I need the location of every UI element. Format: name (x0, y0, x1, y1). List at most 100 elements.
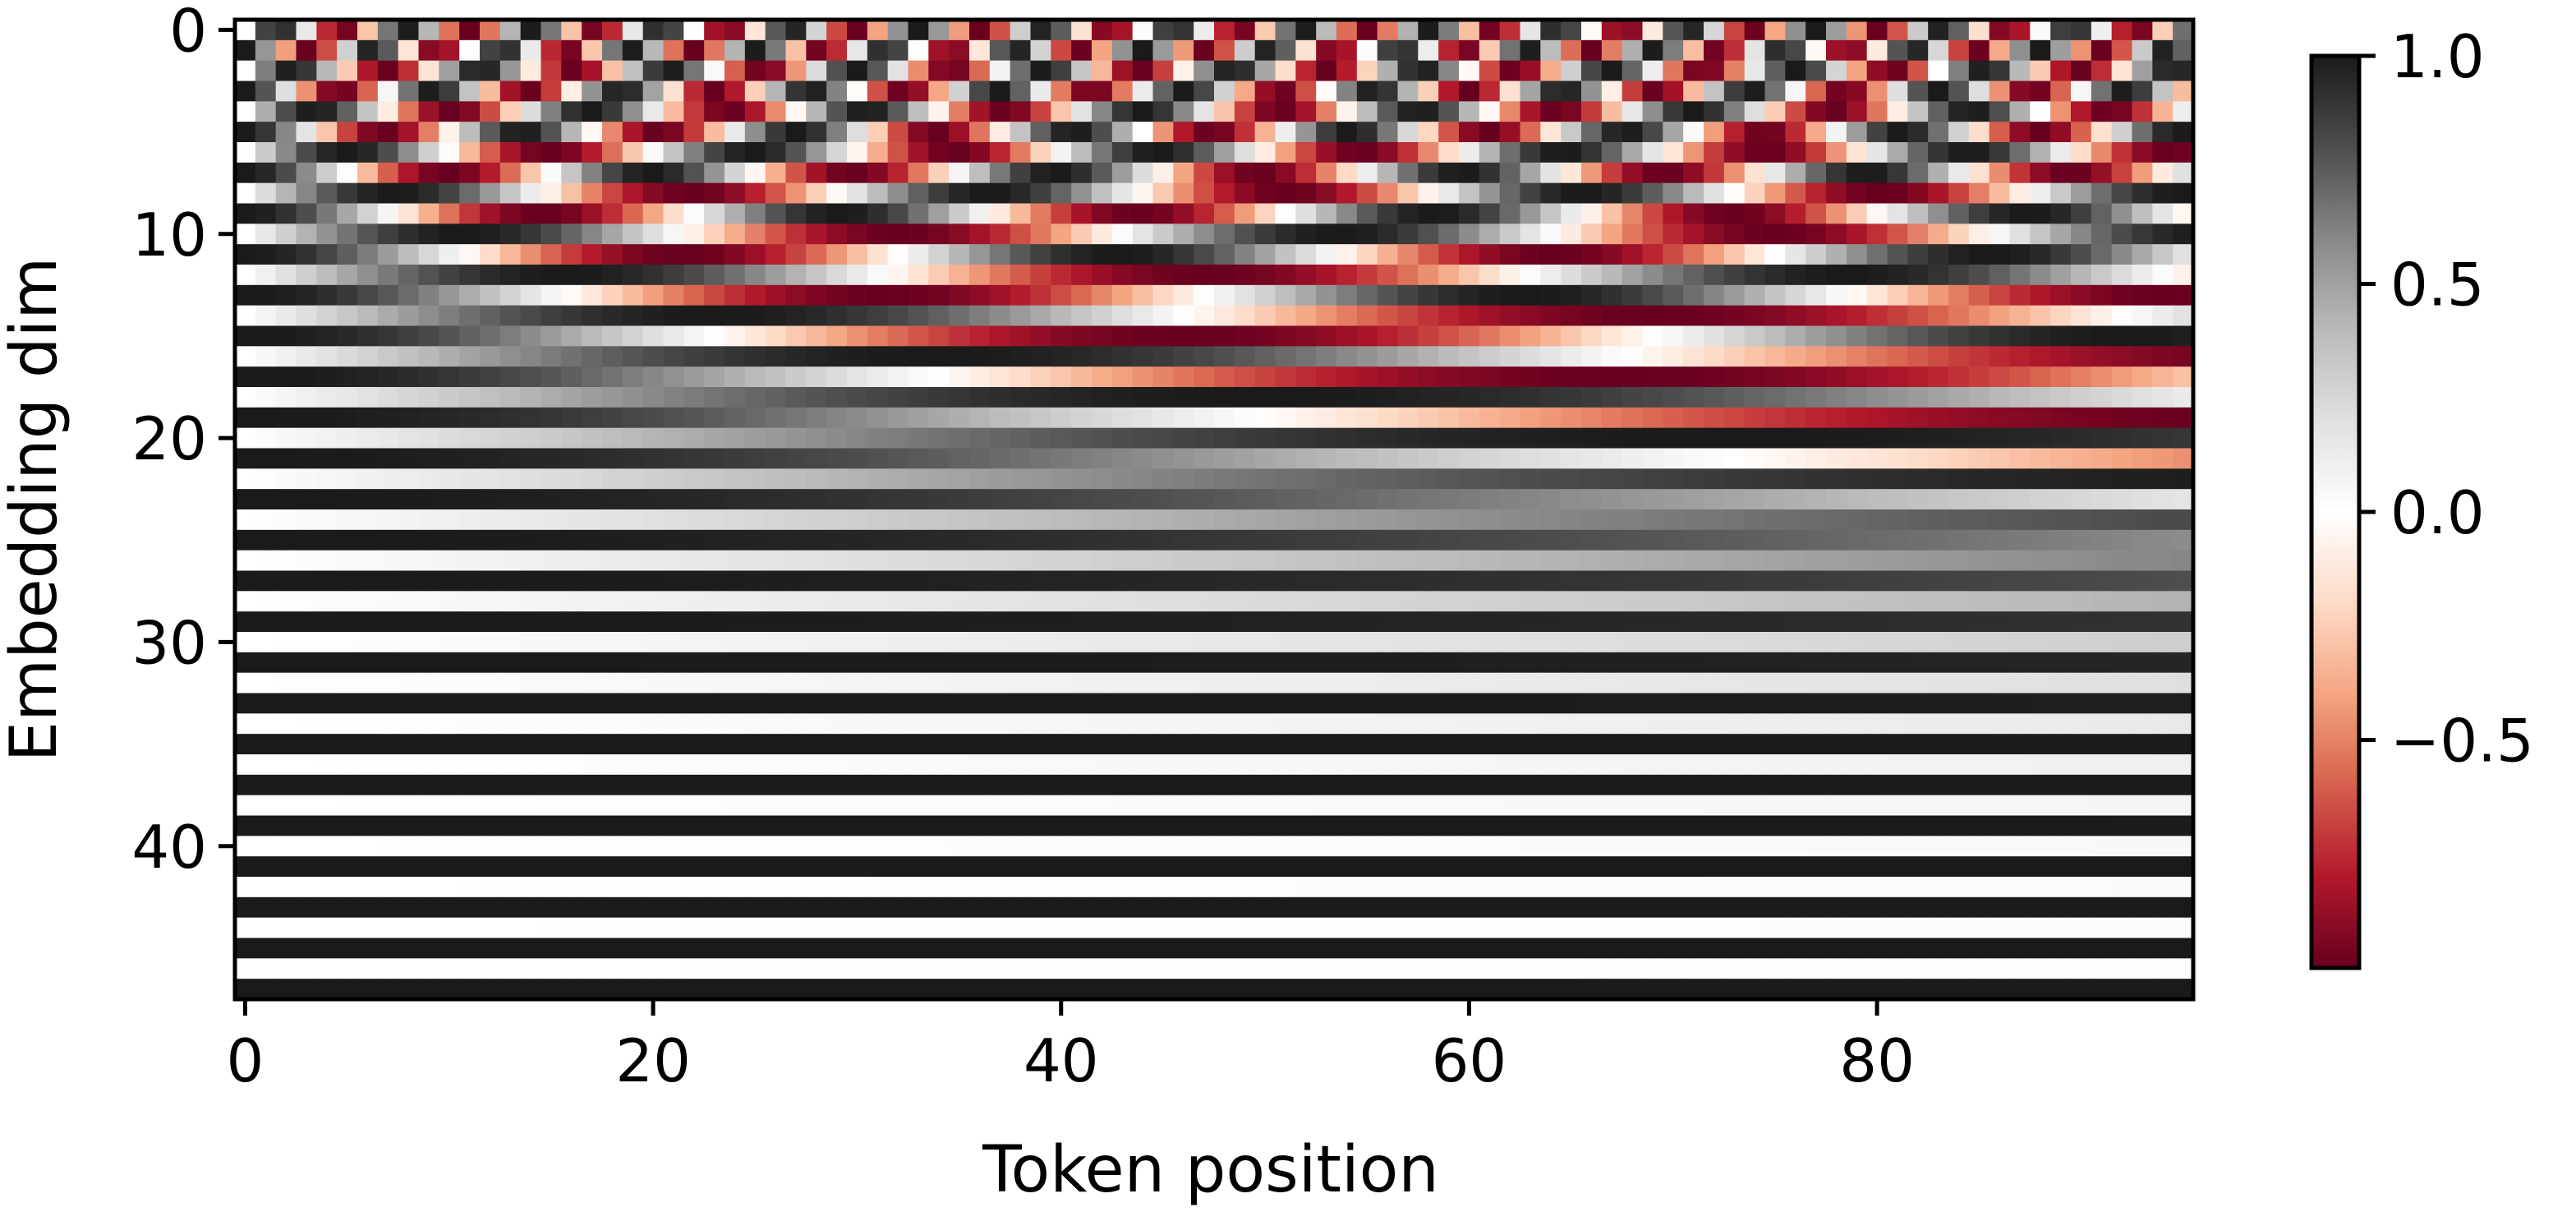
heatmap-cell (1540, 815, 1562, 836)
heatmap-cell (377, 896, 399, 919)
heatmap-cell (806, 591, 827, 612)
heatmap-cell (1356, 856, 1378, 878)
heatmap-cell (255, 979, 277, 1000)
heatmap-cell (1764, 979, 1786, 1000)
heatmap-cell (520, 182, 542, 205)
heatmap-cell (2030, 591, 2051, 612)
heatmap-cell (1806, 632, 1827, 653)
heatmap-cell (1989, 448, 2011, 469)
heatmap-cell (2132, 896, 2153, 919)
heatmap-cell (2091, 224, 2113, 245)
heatmap-cell (1111, 489, 1134, 510)
heatmap-cell (520, 162, 542, 184)
heatmap-cell (1459, 754, 1480, 776)
heatmap-cell (1397, 142, 1419, 164)
heatmap-cell (1152, 877, 1174, 898)
heatmap-cell (1092, 101, 1113, 122)
heatmap-cell (1499, 550, 1521, 572)
heatmap-cell (663, 979, 684, 1000)
heatmap-cell (1723, 570, 1746, 592)
heatmap-cell (1499, 60, 1521, 82)
heatmap-cell (1683, 366, 1704, 388)
heatmap-cell (418, 142, 439, 164)
heatmap-cell (969, 162, 991, 184)
heatmap-cell (1846, 346, 1868, 367)
heatmap-cell (1887, 387, 1908, 408)
heatmap-cell (704, 387, 725, 408)
heatmap-cell (1683, 20, 1704, 41)
heatmap-cell (1295, 182, 1317, 205)
heatmap-cell (1010, 713, 1032, 735)
heatmap-cell (663, 856, 684, 878)
heatmap-cell (2091, 387, 2113, 408)
heatmap-cell (908, 20, 929, 41)
heatmap-cell (235, 122, 256, 143)
heatmap-cell (908, 346, 929, 367)
heatmap-cell (561, 427, 582, 449)
heatmap-cell (2173, 570, 2194, 592)
heatmap-cell (642, 570, 665, 592)
heatmap-cell (1561, 284, 1582, 306)
heatmap-cell (1683, 122, 1704, 143)
heatmap-cell (1581, 427, 1603, 449)
heatmap-cell (1887, 652, 1908, 674)
heatmap-cell (1520, 489, 1541, 510)
heatmap-cell (1275, 346, 1296, 367)
heatmap-cell (275, 182, 297, 205)
heatmap-cell (275, 407, 297, 429)
heatmap-cell (275, 387, 297, 408)
heatmap-cell (1948, 387, 1970, 408)
heatmap-cell (275, 468, 297, 490)
heatmap-cell (1377, 917, 1399, 939)
heatmap-cell (296, 734, 317, 755)
heatmap-cell (1459, 203, 1480, 224)
heatmap-cell (969, 305, 991, 327)
heatmap-cell (1254, 182, 1276, 205)
heatmap-cell (826, 101, 848, 122)
heatmap-cell (806, 305, 827, 327)
heatmap-cell (1663, 122, 1684, 143)
heatmap-cell (2152, 509, 2174, 531)
heatmap-cell (908, 407, 929, 429)
heatmap-cell (1887, 591, 1908, 612)
heatmap-cell (480, 162, 501, 184)
heatmap-cell (1499, 917, 1521, 939)
heatmap-cell (1642, 815, 1663, 836)
heatmap-cell (1499, 836, 1521, 857)
heatmap-cell (1316, 284, 1337, 306)
heatmap-cell (704, 101, 725, 122)
heatmap-cell (744, 652, 766, 674)
heatmap-cell (1520, 591, 1541, 612)
heatmap-cell (235, 917, 256, 939)
heatmap-cell (642, 591, 665, 612)
heatmap-cell (1989, 632, 2011, 653)
heatmap-cell (459, 529, 481, 551)
heatmap-cell (949, 265, 970, 286)
heatmap-cell (969, 693, 991, 714)
heatmap-cell (1254, 815, 1276, 836)
heatmap-cell (499, 713, 522, 735)
heatmap-cell (1030, 774, 1051, 796)
heatmap-cell (1092, 468, 1113, 490)
heatmap-cell (1234, 591, 1256, 612)
heatmap-cell (1418, 366, 1439, 388)
heatmap-cell (1479, 224, 1501, 245)
heatmap-cell (1989, 489, 2011, 510)
heatmap-cell (1744, 754, 1766, 776)
heatmap-cell (1336, 203, 1358, 224)
heatmap-cell (480, 325, 501, 347)
heatmap-cell (1295, 550, 1317, 572)
heatmap-cell (602, 958, 623, 979)
heatmap-cell (235, 81, 256, 102)
heatmap-cell (1356, 550, 1378, 572)
heatmap-cell (540, 407, 562, 429)
heatmap-cell (1275, 224, 1296, 245)
heatmap-cell (1194, 265, 1215, 286)
heatmap-cell (1071, 122, 1092, 143)
heatmap-cell (989, 958, 1011, 979)
heatmap-cell (683, 366, 705, 388)
heatmap-cell (928, 489, 950, 510)
heatmap-cell (2030, 284, 2051, 306)
heatmap-cell (1520, 182, 1541, 205)
heatmap-cell (1459, 877, 1480, 898)
